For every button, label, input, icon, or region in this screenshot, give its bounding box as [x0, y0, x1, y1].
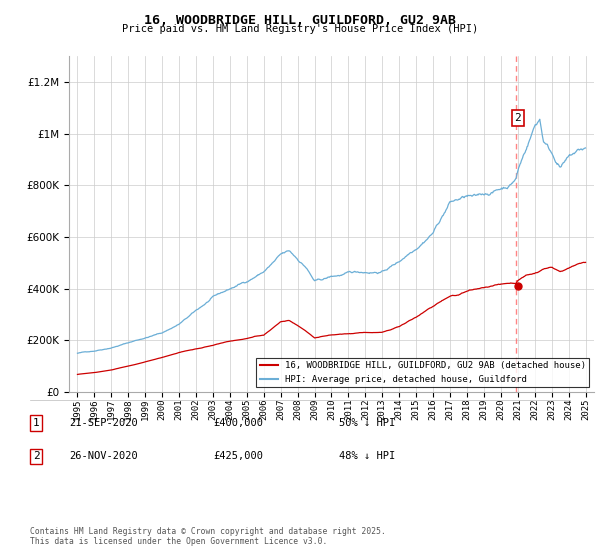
Text: Price paid vs. HM Land Registry's House Price Index (HPI): Price paid vs. HM Land Registry's House … [122, 24, 478, 34]
Text: Contains HM Land Registry data © Crown copyright and database right 2025.
This d: Contains HM Land Registry data © Crown c… [30, 526, 386, 546]
Text: 26-NOV-2020: 26-NOV-2020 [69, 451, 138, 461]
Text: 16, WOODBRIDGE HILL, GUILDFORD, GU2 9AB: 16, WOODBRIDGE HILL, GUILDFORD, GU2 9AB [144, 14, 456, 27]
Text: 21-SEP-2020: 21-SEP-2020 [69, 418, 138, 428]
Text: £425,000: £425,000 [213, 451, 263, 461]
Text: 48% ↓ HPI: 48% ↓ HPI [339, 451, 395, 461]
Text: 1: 1 [32, 418, 40, 428]
Text: 2: 2 [514, 113, 521, 123]
Text: 2: 2 [32, 451, 40, 461]
Legend: 16, WOODBRIDGE HILL, GUILDFORD, GU2 9AB (detached house), HPI: Average price, de: 16, WOODBRIDGE HILL, GUILDFORD, GU2 9AB … [256, 358, 589, 388]
Text: £400,000: £400,000 [213, 418, 263, 428]
Text: 50% ↓ HPI: 50% ↓ HPI [339, 418, 395, 428]
